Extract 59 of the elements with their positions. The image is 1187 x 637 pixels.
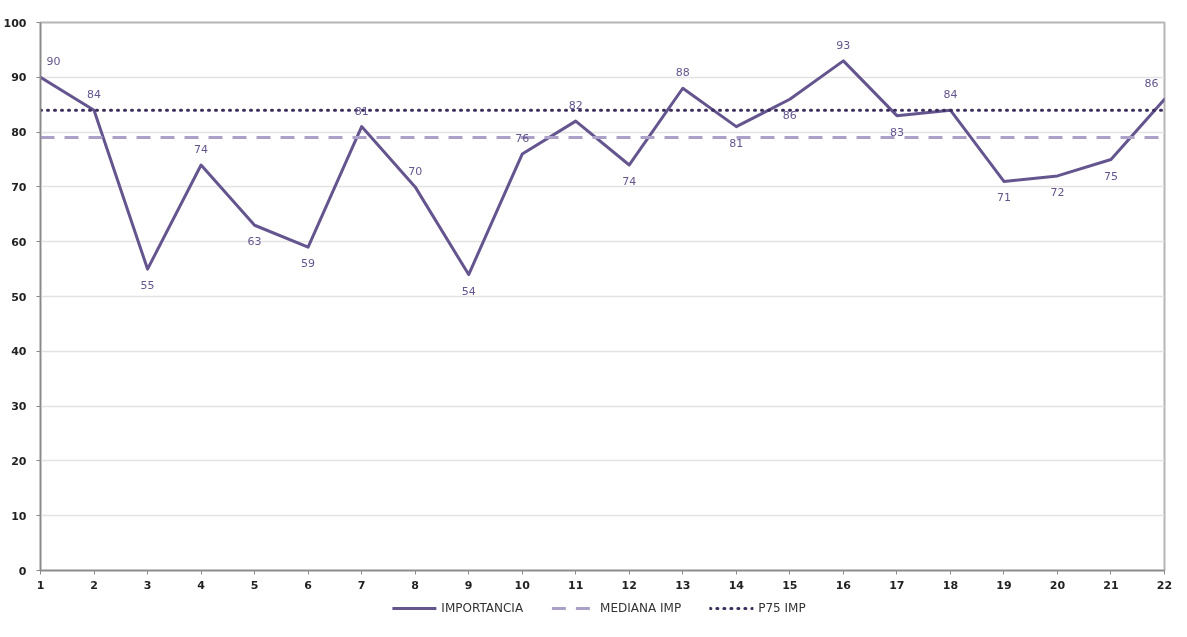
x-tick-label: 8	[411, 578, 419, 592]
x-tick-label: 12	[621, 578, 637, 592]
x-tick-label: 7	[357, 578, 366, 592]
y-tick-label: 100	[3, 16, 27, 30]
legend-label: P75 IMP	[758, 601, 806, 615]
x-tick-label: 4	[197, 578, 206, 592]
data-label: 55	[140, 279, 155, 293]
data-label: 75	[1103, 169, 1118, 183]
data-label: 88	[675, 66, 690, 80]
x-tick-label: 6	[304, 578, 313, 592]
x-tick-label: 5	[250, 578, 259, 592]
x-tick-label: 21	[1103, 578, 1119, 592]
data-label: 84	[943, 88, 958, 102]
x-tick-label: 3	[143, 578, 152, 592]
y-tick-label: 80	[11, 126, 27, 140]
data-label: 71	[996, 191, 1011, 205]
data-label: 90	[46, 55, 61, 69]
x-tick-label: 22	[1156, 578, 1173, 592]
data-label: 86	[1144, 77, 1159, 91]
y-tick-label: 40	[11, 345, 27, 359]
data-label: 63	[247, 235, 262, 249]
x-tick-label: 13	[675, 578, 691, 592]
data-label: 54	[461, 284, 476, 298]
x-tick-label: 20	[1049, 578, 1066, 592]
y-tick-label: 70	[11, 180, 27, 194]
data-label: 93	[836, 38, 851, 52]
x-tick-label: 15	[782, 578, 798, 592]
x-tick-label: 17	[889, 578, 905, 592]
data-label: 81	[354, 104, 369, 118]
data-label: 59	[301, 257, 316, 271]
y-tick-label: 90	[11, 71, 27, 85]
y-tick-label: 50	[11, 290, 27, 304]
y-tick-label: 60	[11, 235, 27, 249]
data-label: 83	[889, 125, 904, 139]
data-label: 81	[729, 136, 744, 150]
x-tick-label: 14	[728, 578, 745, 592]
y-tick-label: 10	[11, 509, 27, 523]
data-label: 74	[622, 174, 637, 188]
x-tick-label: 2	[90, 578, 98, 592]
x-tick-label: 16	[835, 578, 852, 592]
data-label: 76	[515, 132, 530, 146]
data-label: 72	[1050, 185, 1065, 199]
legend-label: MEDIANA IMP	[600, 601, 682, 615]
x-tick-label: 18	[942, 578, 959, 592]
y-tick-label: 20	[11, 454, 27, 468]
x-tick-label: 19	[996, 578, 1012, 592]
y-tick-label: 0	[18, 564, 27, 578]
data-label: 86	[782, 109, 797, 123]
y-tick-label: 30	[11, 400, 27, 414]
x-tick-label: 10	[514, 578, 531, 592]
x-tick-label: 11	[568, 578, 584, 592]
data-label: 84	[87, 88, 102, 102]
data-label: 74	[194, 142, 209, 156]
legend-label: IMPORTANCIA	[441, 601, 524, 615]
x-tick-label: 9	[464, 578, 473, 592]
x-tick-label: 1	[36, 578, 45, 592]
data-label: 82	[568, 99, 583, 113]
data-label: 70	[408, 164, 423, 178]
line-series	[40, 59, 1165, 277]
